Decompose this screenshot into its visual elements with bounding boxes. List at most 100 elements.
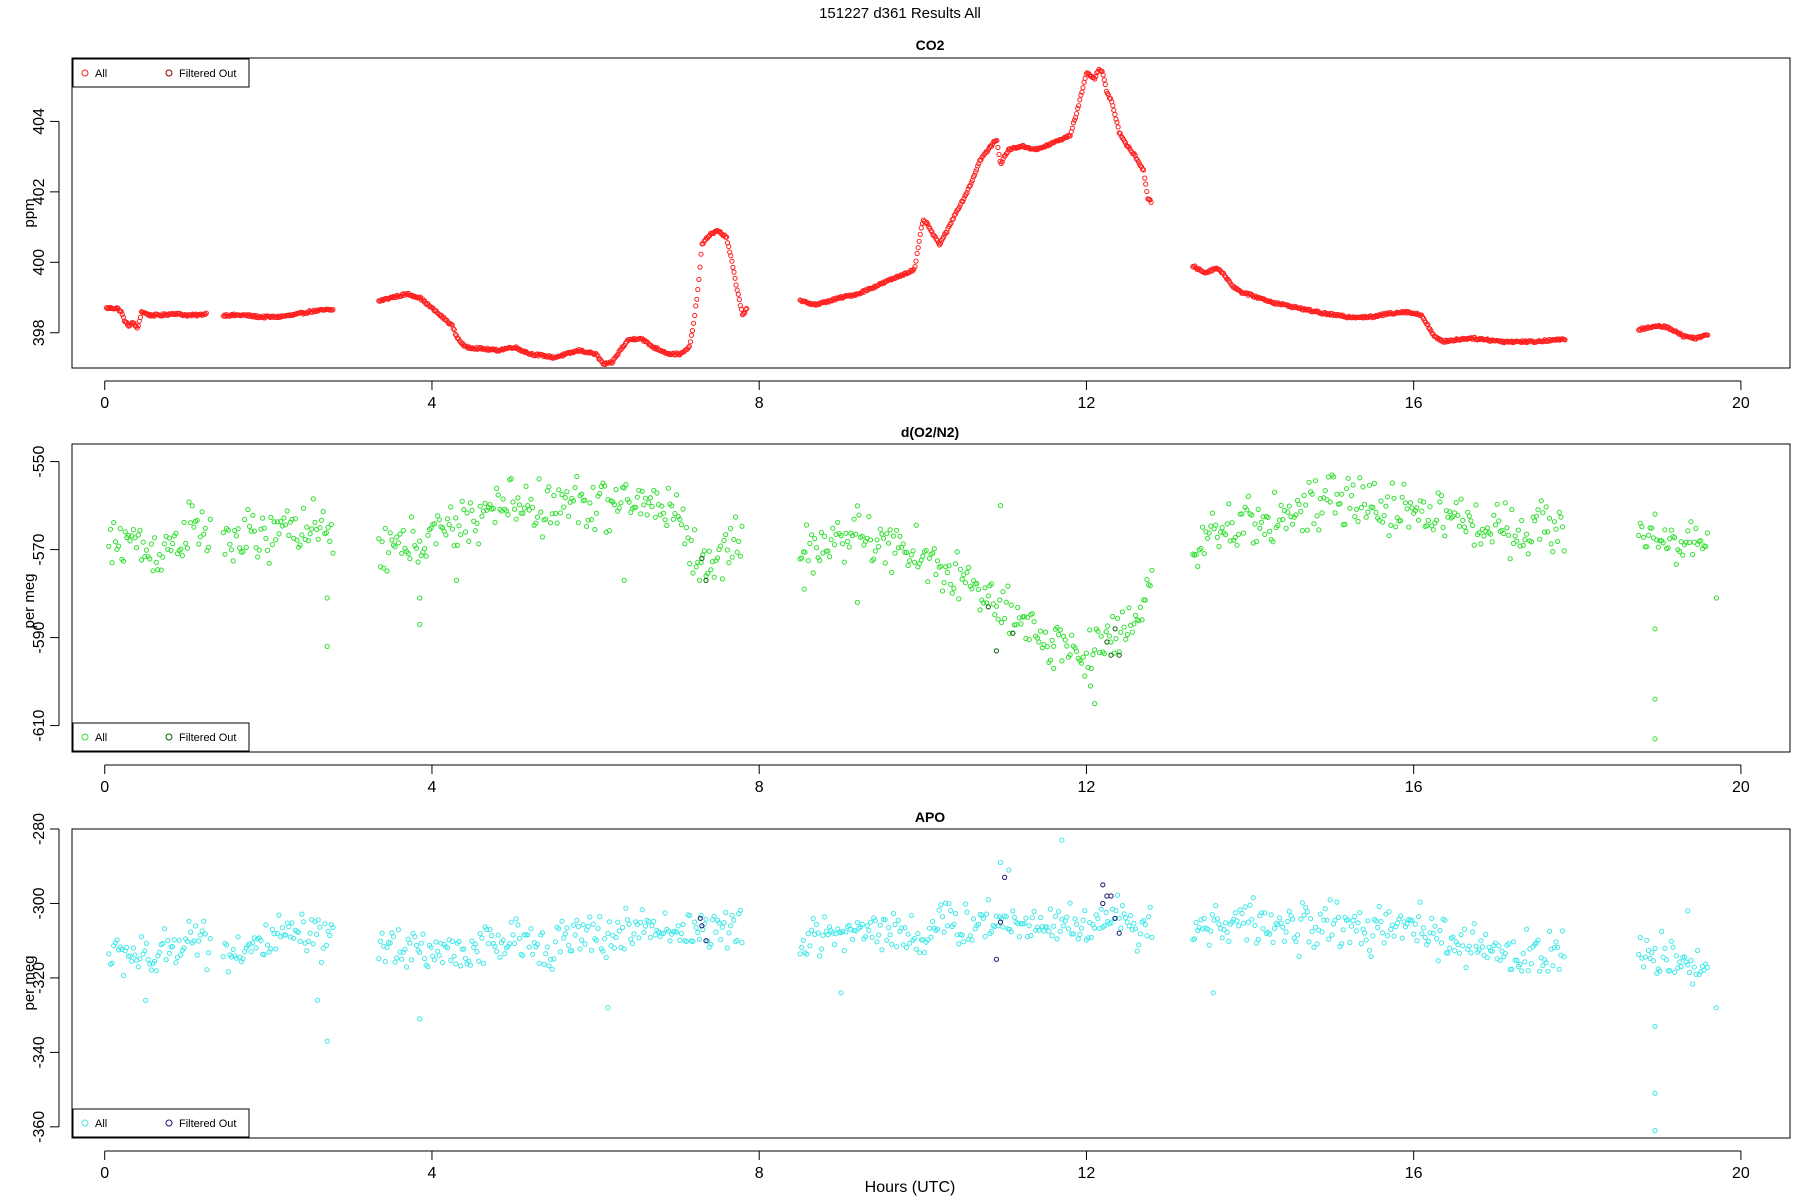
co2-x-tick-label: 4 xyxy=(428,395,437,412)
apo-data-point xyxy=(282,932,289,938)
apo-data-point xyxy=(567,948,573,954)
o2n2-data-point xyxy=(817,557,823,564)
o2n2-data-point xyxy=(1092,701,1098,707)
co2-data-point xyxy=(1291,303,1297,309)
apo-data-point xyxy=(330,924,336,931)
o2n2-data-point xyxy=(665,485,672,491)
co2-data-point xyxy=(917,231,923,237)
apo-data-point xyxy=(1652,1023,1658,1029)
apo-data-point xyxy=(680,921,686,928)
apo-data-point xyxy=(1270,939,1276,946)
co2-data-point xyxy=(918,225,924,231)
apo-legend: All Filtered Out xyxy=(72,1108,250,1138)
co2-data-point xyxy=(733,282,739,288)
o2n2-data-point xyxy=(1298,508,1304,515)
o2n2-data-point xyxy=(423,553,429,559)
o2n2-data-point xyxy=(1038,628,1044,634)
o2n2-data-point xyxy=(1023,635,1029,642)
o2n2-data-point xyxy=(1031,619,1037,625)
o2n2-data-point xyxy=(1119,609,1126,615)
apo-data-point xyxy=(297,938,303,945)
o2n2-data-point xyxy=(1293,512,1299,518)
o2n2-data-point xyxy=(977,607,983,613)
o2n2-data-point xyxy=(1476,530,1482,536)
apo-x-tick-label: 12 xyxy=(1078,1165,1096,1182)
co2-data-point xyxy=(741,311,747,317)
co2-x-tick-label: 16 xyxy=(1405,395,1423,412)
apo-data-point xyxy=(1052,913,1059,920)
co2-data-point xyxy=(911,266,917,272)
o2n2-data-point xyxy=(476,541,482,547)
o2n2-data-point xyxy=(544,488,550,494)
co2-data-point xyxy=(937,240,944,246)
o2n2-data-point xyxy=(116,543,122,549)
o2n2-data-point xyxy=(300,505,307,511)
co2-legend-all-marker xyxy=(81,69,89,77)
apo-data-point xyxy=(469,938,475,944)
o2n2-data-point xyxy=(446,522,452,528)
apo-data-point xyxy=(1334,899,1340,905)
o2n2-data-point xyxy=(281,515,287,521)
o2n2-data-point xyxy=(1468,518,1474,524)
apo-data-point xyxy=(992,924,998,930)
apo-data-point xyxy=(1672,969,1678,976)
o2n2-data-point xyxy=(1478,541,1484,547)
co2-data-point xyxy=(1102,81,1108,88)
o2n2-data-point xyxy=(644,512,650,518)
o2n2-data-point xyxy=(1550,549,1556,555)
o2n2-data-point xyxy=(1456,523,1463,529)
o2n2-data-point xyxy=(1525,551,1531,557)
o2n2-data-point xyxy=(851,516,857,522)
apo-data-point xyxy=(1267,931,1273,937)
apo-data-point xyxy=(1258,910,1265,916)
o2n2-data-point xyxy=(1644,544,1650,550)
o2n2-data-point xyxy=(845,538,851,545)
co2-data-point xyxy=(971,172,978,178)
o2n2-data-point xyxy=(1424,523,1430,529)
apo-data-point xyxy=(420,931,426,937)
apo-data-point xyxy=(124,944,130,951)
apo-data-point xyxy=(885,925,892,931)
apo-data-point xyxy=(525,932,531,938)
co2-data-point xyxy=(1074,111,1080,117)
apo-data-point xyxy=(556,926,562,932)
apo-data-point xyxy=(838,990,844,996)
o2n2-data-point xyxy=(1013,622,1019,628)
o2n2-data-point xyxy=(812,536,818,542)
apo-data-point xyxy=(523,932,529,938)
o2n2-data-point xyxy=(1365,509,1371,515)
o2n2-data-point xyxy=(165,546,171,552)
apo-data-point xyxy=(1293,939,1299,945)
apo-data-point xyxy=(1420,925,1427,931)
o2n2-data-point xyxy=(908,552,915,558)
o2n2-data-point xyxy=(539,534,546,540)
apo-data-point xyxy=(905,931,911,937)
o2n2-data-point xyxy=(1312,478,1319,484)
apo-data-point xyxy=(1652,1090,1658,1096)
apo-data-point xyxy=(939,914,946,920)
apo-data-point xyxy=(646,919,652,925)
o2n2-data-point xyxy=(739,523,745,529)
apo-filtered-points xyxy=(697,874,1122,962)
o2n2-data-point xyxy=(1090,652,1096,658)
o2n2-data-point xyxy=(584,523,590,530)
apo-data-point xyxy=(587,914,593,920)
o2n2-data-point xyxy=(1683,539,1689,545)
o2n2-data-point xyxy=(230,558,236,564)
apo-data-point xyxy=(1468,950,1474,956)
o2n2-data-point xyxy=(825,548,831,554)
apo-data-point xyxy=(1123,915,1129,921)
co2-data-point xyxy=(1676,331,1682,337)
o2n2-data-point xyxy=(276,531,282,537)
o2n2-data-point xyxy=(1688,519,1694,525)
apo-data-point xyxy=(114,937,120,943)
apo-data-point xyxy=(417,949,423,956)
o2n2-data-point xyxy=(111,520,117,526)
o2n2-data-point xyxy=(188,520,194,526)
apo-data-point xyxy=(317,924,323,930)
apo-filtered-point xyxy=(1100,900,1106,907)
o2n2-data-point xyxy=(1713,595,1720,601)
o2n2-data-point xyxy=(1561,548,1567,554)
apo-data-point xyxy=(579,937,585,943)
o2n2-data-point xyxy=(649,503,655,510)
